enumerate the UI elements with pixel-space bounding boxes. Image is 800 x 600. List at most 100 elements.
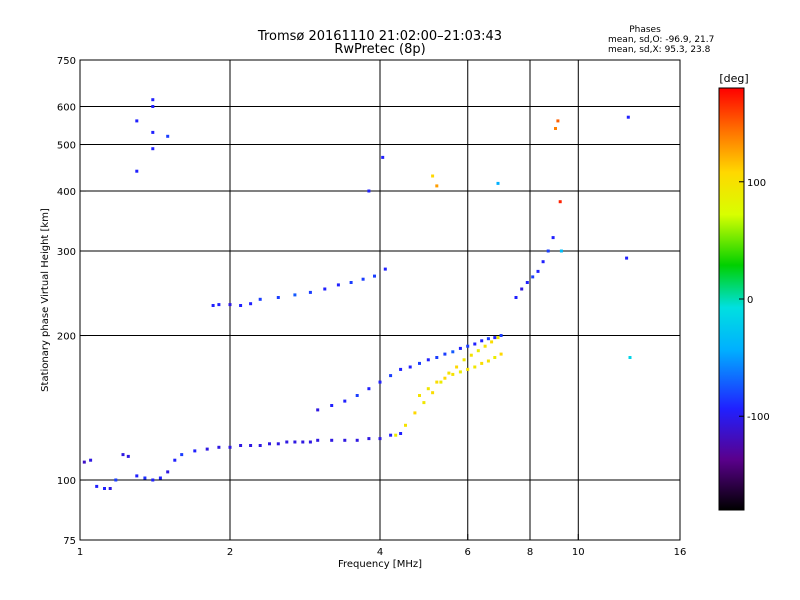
data-point: [476, 349, 480, 353]
data-point: [426, 358, 430, 362]
y-tick-label: 75: [63, 536, 76, 547]
colorbar-label: [deg]: [719, 72, 748, 85]
y-tick-label: 200: [57, 332, 76, 343]
colorbar-ticks: 100 0 -100: [739, 178, 770, 423]
data-point: [336, 283, 340, 287]
data-point: [151, 478, 155, 482]
data-point: [135, 119, 139, 123]
data-point: [558, 200, 562, 204]
data-point: [135, 169, 139, 173]
data-point: [378, 380, 382, 384]
phases-mean-x: mean, sd,X: 95.3, 23.8: [608, 45, 711, 55]
data-point: [301, 440, 305, 444]
data-point: [126, 454, 130, 458]
data-point: [228, 303, 232, 307]
data-point: [355, 438, 359, 442]
data-point: [349, 281, 353, 284]
colorbar-tick-label: -100: [747, 412, 770, 423]
data-point: [483, 344, 487, 348]
x-tick-label: 8: [527, 547, 533, 558]
colorbar-tick-label: 0: [747, 295, 753, 306]
data-point: [473, 365, 477, 369]
data-point: [249, 302, 253, 306]
x-tick-label: 1: [77, 547, 83, 558]
data-point: [239, 444, 243, 447]
data-point: [285, 440, 289, 444]
data-point: [239, 304, 243, 307]
grid-lines: [80, 60, 680, 540]
data-point: [435, 184, 439, 188]
x-tick-label: 10: [572, 547, 585, 558]
data-point: [486, 359, 490, 363]
data-point: [466, 367, 470, 371]
data-point: [258, 444, 262, 447]
chart-title: Tromsø 20161110 21:02:00–21:03:43: [257, 29, 502, 44]
data-point: [89, 458, 93, 462]
data-point: [166, 134, 170, 138]
data-point: [103, 487, 106, 490]
data-point: [554, 127, 557, 130]
data-point: [95, 484, 99, 488]
colorbar-tick-label: 100: [747, 178, 766, 189]
data-point: [180, 453, 184, 457]
data-point: [316, 408, 320, 412]
data-point: [493, 336, 497, 340]
data-point: [258, 297, 262, 301]
data-point: [293, 293, 297, 297]
data-point: [373, 274, 376, 278]
data-point: [268, 442, 271, 446]
y-axis-ticks: 75 100 200 300 400 500 600 750: [57, 56, 86, 547]
data-point: [330, 404, 334, 407]
data-point: [480, 339, 484, 343]
data-point: [173, 458, 177, 462]
x-tick-label: 4: [377, 547, 383, 558]
phases-mean-o: mean, sd,O: -96.9, 21.7: [608, 35, 714, 45]
data-point: [559, 249, 563, 253]
data-point: [514, 296, 518, 299]
data-point: [469, 353, 473, 357]
y-tick-label: 100: [57, 476, 76, 487]
data-point: [408, 365, 412, 369]
data-point: [217, 303, 221, 307]
data-point: [330, 438, 334, 442]
data-point: [447, 371, 451, 375]
data-point: [458, 346, 462, 350]
phases-title: Phases: [629, 25, 661, 35]
data-point: [381, 155, 385, 159]
data-point: [82, 460, 86, 464]
data-point: [451, 372, 455, 376]
data-point: [490, 340, 494, 344]
data-point: [426, 387, 430, 391]
data-point: [496, 336, 500, 340]
y-tick-label: 400: [57, 187, 76, 198]
data-point: [394, 433, 398, 437]
data-point: [308, 290, 312, 294]
data-point: [443, 376, 447, 380]
data-point: [628, 356, 632, 359]
data-point: [323, 287, 327, 291]
data-point: [462, 358, 466, 362]
data-point: [293, 440, 297, 444]
data-point: [343, 399, 347, 403]
data-point: [166, 470, 170, 474]
data-point: [455, 365, 459, 369]
data-point: [151, 98, 155, 102]
data-point: [378, 437, 382, 441]
data-point: [276, 442, 280, 446]
data-point: [626, 115, 630, 119]
data-point: [211, 304, 215, 307]
chart-subtitle: RwPretec (8p): [334, 42, 425, 57]
data-point: [435, 356, 439, 359]
data-points: [82, 98, 632, 490]
y-tick-label: 300: [57, 247, 76, 258]
data-point: [355, 394, 359, 397]
data-point: [367, 189, 371, 193]
data-point: [121, 453, 125, 457]
data-point: [536, 269, 540, 273]
data-point: [473, 342, 477, 346]
data-point: [389, 433, 393, 437]
data-point: [499, 334, 503, 337]
data-point: [466, 344, 470, 348]
data-point: [135, 474, 139, 478]
